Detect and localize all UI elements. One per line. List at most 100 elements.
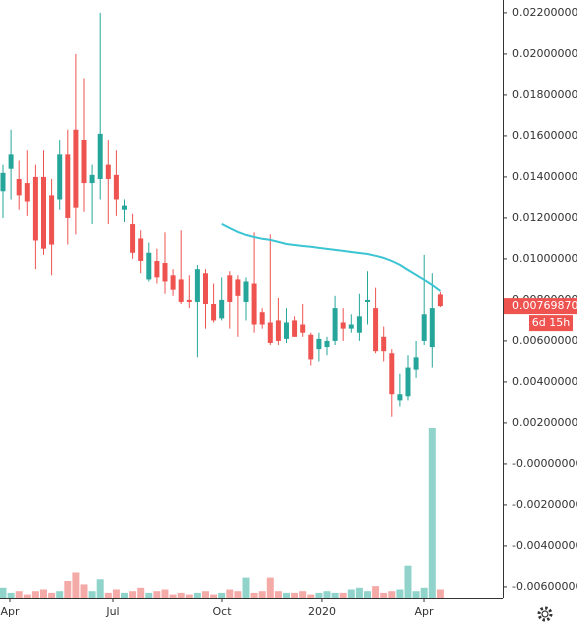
volume-bar	[0, 587, 7, 598]
candle-body	[73, 129, 79, 208]
candle-body	[65, 154, 71, 218]
volume-bar	[412, 591, 420, 598]
volume-bar	[274, 591, 282, 598]
volume-bar	[153, 591, 161, 598]
candle-body	[275, 320, 281, 341]
volume-bar	[315, 592, 323, 598]
settings-icon[interactable]	[537, 606, 553, 622]
volume-bar	[339, 592, 347, 598]
volume-bar	[23, 594, 31, 598]
candle-body	[170, 275, 176, 290]
volume-bar	[137, 587, 145, 598]
volume-bar	[363, 591, 371, 598]
volume-bar	[218, 592, 226, 598]
candle-body	[186, 299, 192, 302]
y-tick-label: -0.00400000	[512, 539, 577, 552]
volume-bar	[266, 577, 274, 598]
candle-body	[437, 294, 443, 307]
volume-bar	[234, 591, 242, 598]
volume-bar	[323, 591, 331, 598]
candle-body	[138, 238, 144, 261]
candle-body	[8, 154, 14, 169]
volume-bar	[161, 589, 169, 598]
candle-body	[178, 279, 184, 302]
x-tick-label: Jul	[105, 605, 119, 618]
y-tick-label: 0.02200000	[512, 6, 577, 19]
candle-body	[373, 308, 379, 352]
volume-bar	[428, 428, 436, 598]
candle-body	[292, 320, 298, 337]
volume-bar	[15, 591, 23, 598]
candle-body	[105, 164, 111, 179]
candle-body	[40, 176, 46, 249]
candle-body	[146, 252, 152, 280]
candle-body	[24, 183, 30, 202]
volume-bar	[347, 589, 355, 598]
candle-body	[121, 205, 127, 210]
candle-body	[348, 324, 354, 329]
candle-body	[16, 178, 22, 196]
moving-average-line	[221, 223, 441, 292]
volume-bar	[331, 592, 339, 598]
candle-body	[81, 140, 87, 184]
y-tick-label: -0.00600000	[512, 580, 577, 593]
y-tick-label: 0.00400000	[512, 375, 577, 388]
candle-body	[356, 316, 362, 333]
volume-bar	[64, 581, 72, 598]
y-tick-label: 0.01400000	[512, 170, 577, 183]
volume-bar	[80, 584, 88, 598]
candle-body	[243, 281, 249, 302]
volume-bar	[291, 592, 299, 598]
candle-body	[429, 308, 435, 348]
candle-body	[267, 322, 273, 343]
candle-body	[316, 338, 322, 350]
candle-body	[421, 314, 427, 341]
candle-body	[49, 195, 55, 245]
volume-bar	[210, 594, 218, 598]
y-tick-label: -0.00000000	[512, 457, 577, 470]
volume-bar	[282, 592, 290, 598]
candle-body	[194, 269, 200, 302]
gear-teeth	[537, 606, 553, 622]
volume-bar	[145, 592, 153, 598]
countdown-box	[529, 315, 573, 332]
candle-body	[332, 308, 338, 341]
volume-bar	[112, 589, 120, 598]
volume-bar	[193, 592, 201, 598]
candle-body	[283, 322, 289, 339]
candle-body	[397, 394, 403, 401]
candle-body	[389, 353, 395, 395]
candle-body	[154, 260, 160, 278]
candle-body	[340, 322, 346, 329]
x-tick-label: Oct	[213, 605, 233, 618]
volume-bar	[201, 591, 209, 598]
volume-bars	[0, 428, 444, 598]
y-tick-label: 0.01800000	[512, 88, 577, 101]
candle-body	[97, 133, 103, 179]
y-tick-label: 0.02000000	[512, 47, 577, 60]
volume-bar	[56, 591, 64, 598]
candle-body	[162, 263, 168, 282]
candle-body	[211, 304, 217, 321]
volume-bar	[404, 565, 412, 598]
volume-bar	[258, 591, 266, 598]
volume-bar	[372, 586, 380, 598]
volume-bar	[436, 589, 444, 598]
candles	[0, 12, 443, 417]
candle-body	[235, 279, 241, 296]
x-tick-label: Apr	[415, 605, 435, 618]
candle-body	[413, 357, 419, 370]
candle-body	[251, 283, 257, 325]
x-tick-label: Apr	[0, 605, 20, 618]
candle-body	[32, 176, 38, 241]
candle-body	[324, 340, 330, 348]
volume-bar	[39, 589, 47, 598]
candle-body	[300, 324, 306, 333]
volume-bar	[380, 592, 388, 598]
candle-body	[227, 275, 233, 302]
candle-body	[202, 273, 208, 305]
volume-bar	[72, 572, 80, 598]
volume-bar	[120, 592, 128, 598]
volume-bar	[355, 587, 363, 598]
